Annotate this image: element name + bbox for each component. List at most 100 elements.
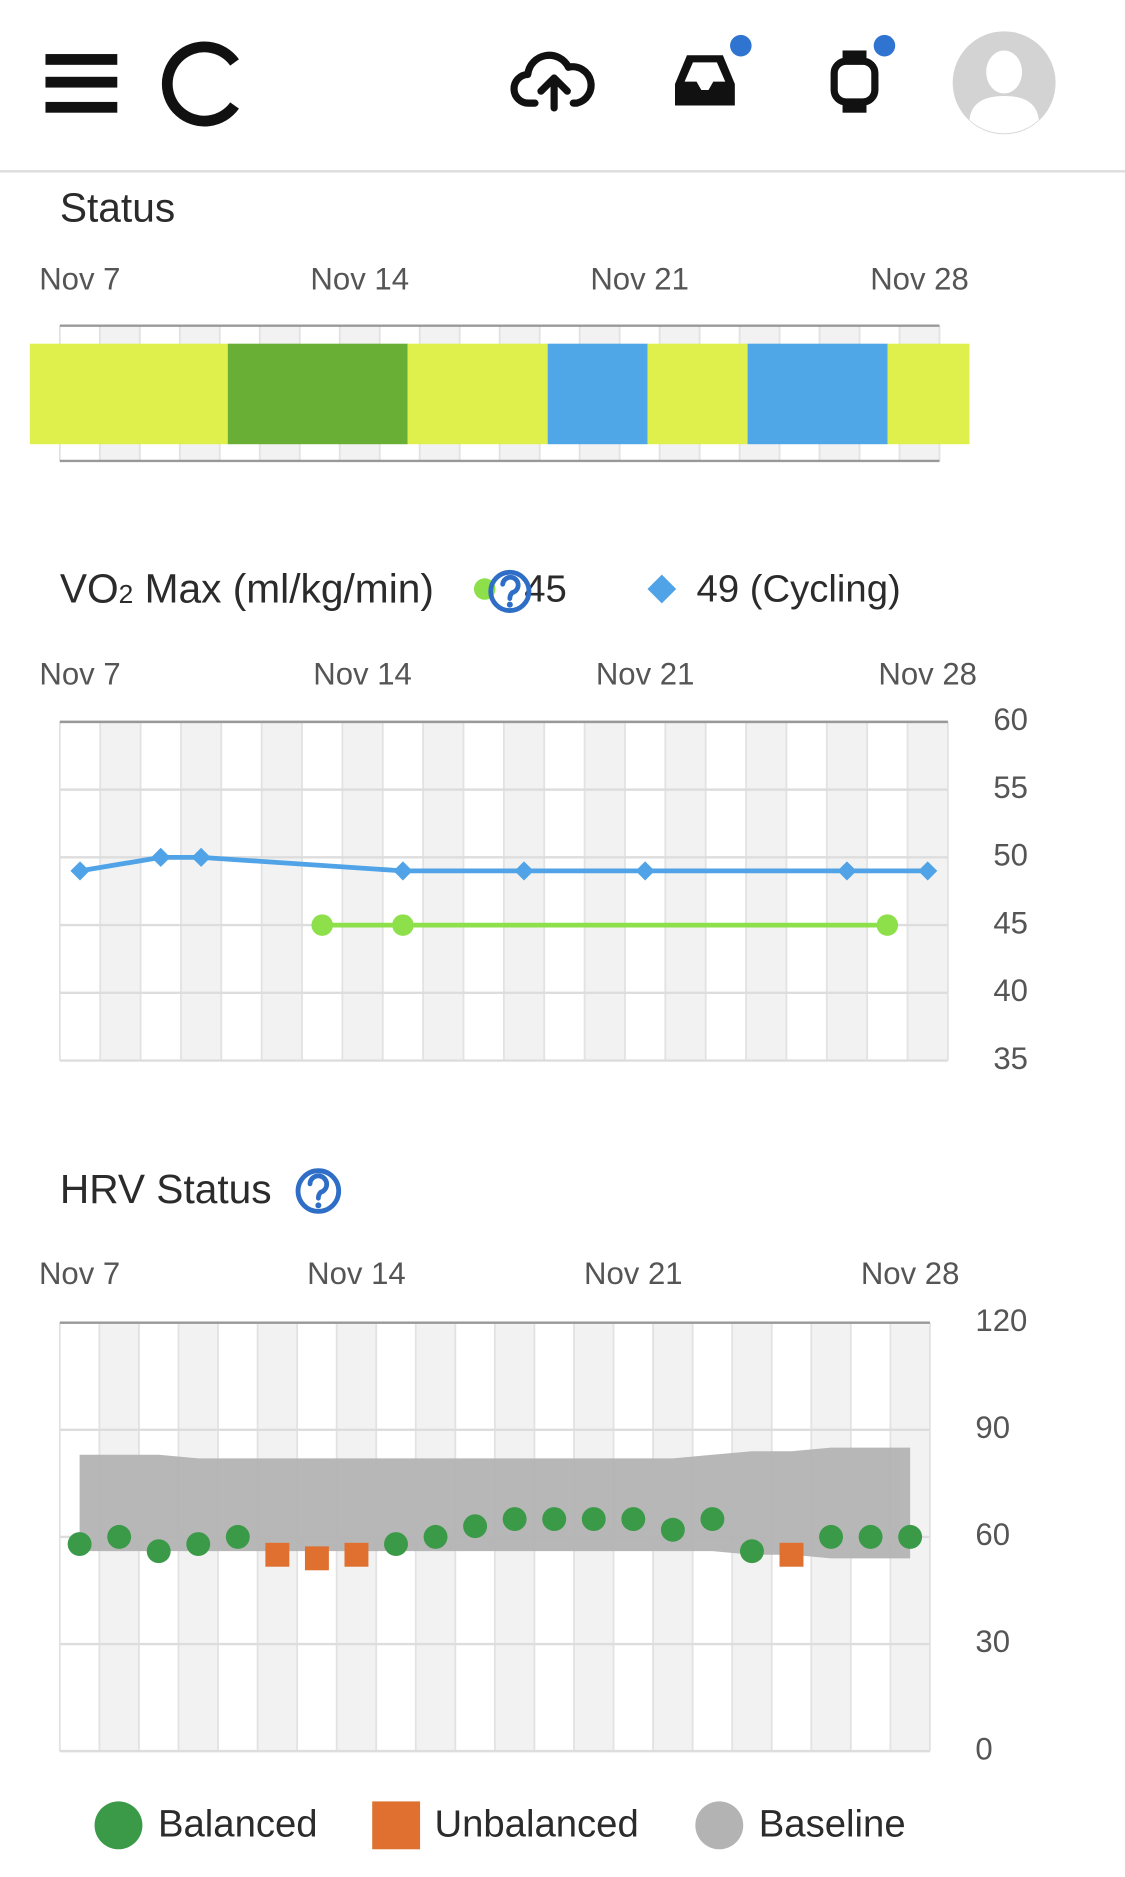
day-stripe: [907, 721, 948, 1061]
legend-label: 49 (Cycling): [697, 568, 901, 611]
hrv-title: HRV Status: [60, 1166, 272, 1212]
day-stripe: [584, 721, 625, 1061]
day-stripe: [503, 721, 545, 1061]
day-stripe: [746, 721, 787, 1061]
y-tick-label: 35: [993, 1041, 1028, 1076]
x-tick-label: Nov 28: [861, 1256, 960, 1291]
upload-button[interactable]: [510, 51, 595, 112]
legend-label: 45: [524, 568, 567, 611]
hrv-help-icon[interactable]: [295, 1168, 342, 1214]
status-segment: [647, 343, 748, 445]
legend-label: Unbalanced: [434, 1803, 638, 1846]
header: [0, 31, 1125, 173]
diamond-marker: [918, 861, 938, 881]
y-tick-label: 45: [993, 905, 1028, 940]
y-tick-label: 120: [975, 1303, 1027, 1338]
circle-marker: [858, 1524, 883, 1549]
square-marker: [304, 1546, 329, 1571]
circle-marker: [819, 1524, 844, 1549]
inbox-button[interactable]: [675, 34, 752, 106]
x-tick-label: Nov 7: [39, 657, 120, 692]
y-tick-label: 60: [975, 1517, 1010, 1552]
square-marker: [779, 1542, 804, 1567]
day-stripe: [180, 721, 222, 1061]
diamond-marker: [191, 847, 211, 867]
y-tick-label: 30: [975, 1624, 1010, 1659]
square-marker: [265, 1542, 290, 1567]
circle-marker: [311, 914, 333, 936]
x-tick-label: Nov 14: [307, 1256, 406, 1291]
legend-label: Balanced: [158, 1803, 318, 1846]
y-tick-label: 40: [993, 973, 1028, 1008]
square-marker: [344, 1542, 369, 1567]
avatar[interactable]: [952, 31, 1056, 135]
status-segment: [747, 343, 888, 445]
circle-marker: [739, 1539, 764, 1564]
x-tick-label: Nov 14: [310, 262, 409, 297]
circle-marker: [384, 1532, 408, 1557]
help-ring: [488, 569, 532, 613]
logo[interactable]: [161, 41, 239, 127]
help-glyph: [500, 574, 521, 601]
y-tick-label: 0: [975, 1731, 992, 1766]
circle-marker: [700, 1507, 725, 1532]
diamond-marker: [635, 861, 655, 881]
circle-marker: [107, 1524, 132, 1549]
legend-marker: [372, 1801, 421, 1850]
diamond-marker: [151, 847, 171, 867]
vo2-title-sub: 2: [119, 579, 134, 609]
diamond-marker: [70, 861, 90, 881]
diamond-marker: [837, 861, 857, 881]
day-stripe: [665, 721, 706, 1061]
status-segment: [547, 343, 648, 445]
status-segment: [407, 343, 548, 445]
x-tick-label: Nov 28: [870, 262, 969, 297]
circle-marker: [392, 914, 414, 936]
legend-marker: [695, 1801, 744, 1850]
x-tick-label: Nov 21: [590, 262, 689, 297]
y-tick-label: 50: [993, 838, 1028, 873]
circle-marker: [463, 1514, 488, 1539]
vo2-help-icon[interactable]: [488, 569, 532, 613]
device-button[interactable]: [830, 34, 896, 113]
day-stripe: [826, 721, 868, 1061]
baseline-band: [79, 1447, 911, 1559]
y-tick-label: 60: [993, 702, 1028, 737]
day-stripe: [261, 721, 303, 1061]
circle-marker: [502, 1507, 527, 1532]
x-tick-label: Nov 28: [878, 657, 977, 692]
circle-marker: [581, 1507, 606, 1532]
day-stripe: [100, 721, 141, 1061]
circle-marker: [621, 1507, 646, 1532]
x-tick-label: Nov 21: [584, 1256, 683, 1291]
circle-marker: [423, 1524, 448, 1549]
day-stripe: [423, 721, 464, 1061]
circle-marker: [67, 1532, 92, 1557]
legend-marker: [94, 1801, 143, 1850]
vo2-title-rest: Max (ml/kg/min): [133, 565, 434, 611]
status-segment: [887, 343, 970, 445]
legend-marker: [647, 574, 677, 604]
x-tick-label: Nov 14: [313, 657, 412, 692]
status-segment: [227, 343, 408, 445]
status-title: Status: [60, 185, 175, 231]
status-segment: [29, 343, 228, 445]
help-dot: [506, 601, 513, 608]
circle-marker: [898, 1524, 923, 1549]
y-tick-label: 90: [975, 1410, 1010, 1445]
x-tick-label: Nov 7: [39, 262, 120, 297]
x-tick-label: Nov 21: [596, 657, 695, 692]
vo2-title-main: VO: [60, 565, 119, 611]
diamond-marker: [393, 861, 413, 881]
circle-marker: [660, 1517, 685, 1542]
diamond-marker: [514, 861, 534, 881]
circle-marker: [186, 1532, 211, 1557]
circle-marker: [146, 1539, 171, 1564]
circle-marker: [542, 1507, 567, 1532]
menu-button[interactable]: [45, 54, 118, 113]
x-tick-label: Nov 7: [39, 1256, 120, 1291]
legend-label: Baseline: [759, 1803, 906, 1846]
y-tick-label: 55: [993, 770, 1028, 805]
